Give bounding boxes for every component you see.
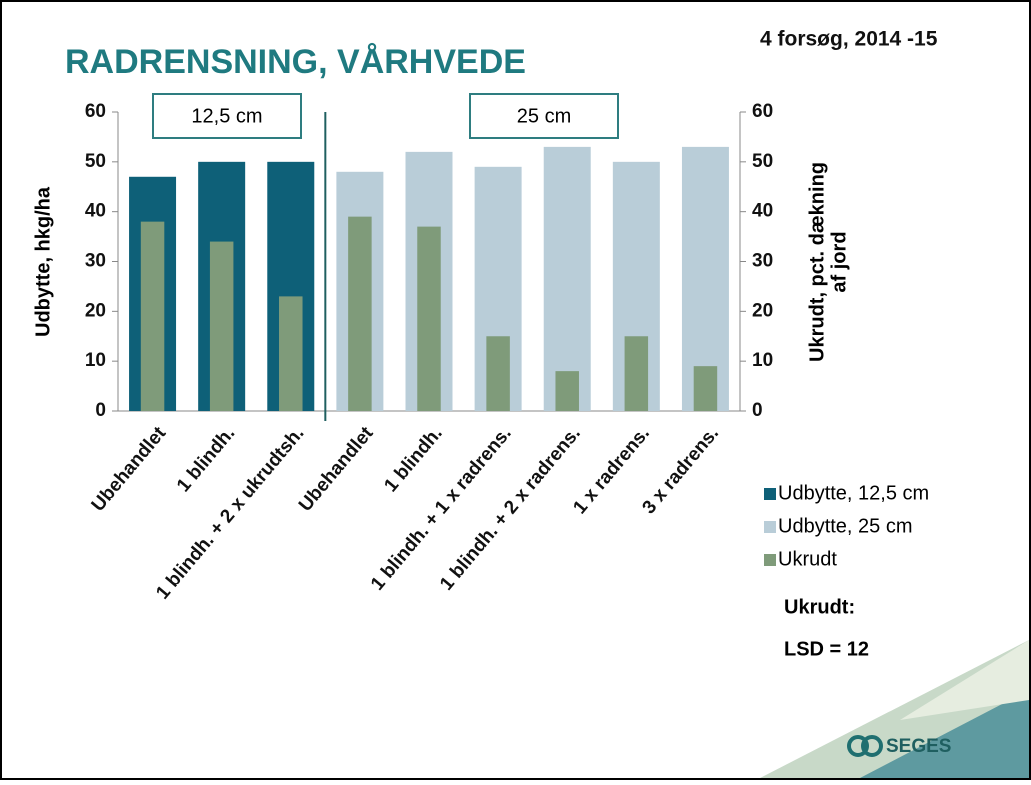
y2-tick-label: 20 xyxy=(752,300,773,321)
bar xyxy=(555,371,579,411)
bar xyxy=(624,336,649,411)
annotation: 25 cm xyxy=(517,105,571,127)
legend-label: Ukrudt xyxy=(778,548,837,570)
note: LSD = 12 xyxy=(784,638,869,660)
y-tick-label: 10 xyxy=(85,350,106,371)
y-tick-label: 50 xyxy=(85,151,106,172)
y-tick-label: 40 xyxy=(85,201,106,222)
y-tick-label: 20 xyxy=(85,300,106,321)
legend-label: Udbytte, 25 cm xyxy=(778,515,913,537)
y-tick-label: 30 xyxy=(85,251,106,272)
bar xyxy=(279,296,303,411)
legend-swatch xyxy=(764,488,776,500)
legend-swatch xyxy=(764,554,776,566)
bar xyxy=(140,221,165,411)
y-axis-label: Udbytte, hkg/ha xyxy=(32,186,54,337)
y-tick-label: 60 xyxy=(85,101,106,122)
subtitle: 4 forsøg, 2014 -15 xyxy=(760,28,938,51)
annotation-box xyxy=(469,93,619,139)
y2-axis-label: Ukrudt, pct. dækning xyxy=(806,162,828,362)
bar xyxy=(543,146,591,411)
note: Ukrudt: xyxy=(784,596,855,618)
y2-tick-label: 0 xyxy=(752,400,763,421)
chart-title: RADRENSNING, VÅRHVEDE xyxy=(65,43,526,81)
legend-label: Udbytte, 12,5 cm xyxy=(778,482,929,504)
y2-tick-label: 10 xyxy=(752,350,773,371)
logo-mark xyxy=(847,735,869,757)
logo: SEGES xyxy=(886,736,951,757)
y-tick-label: 0 xyxy=(95,400,106,421)
annotation: 12,5 cm xyxy=(191,105,262,127)
y2-tick-label: 50 xyxy=(752,151,773,172)
decor xyxy=(900,640,1029,720)
bar xyxy=(693,366,718,411)
logo-mark xyxy=(861,735,883,757)
legend-swatch xyxy=(764,521,776,533)
y2-tick-label: 60 xyxy=(752,101,773,122)
bar xyxy=(348,216,372,411)
decor xyxy=(860,690,1029,778)
y2-tick-label: 40 xyxy=(752,201,773,222)
y2-tick-label: 30 xyxy=(752,251,773,272)
bar xyxy=(209,241,234,411)
y2-axis-label: af jord xyxy=(828,231,850,292)
annotation-box xyxy=(152,93,302,139)
bar xyxy=(486,336,510,411)
bar xyxy=(417,226,441,411)
